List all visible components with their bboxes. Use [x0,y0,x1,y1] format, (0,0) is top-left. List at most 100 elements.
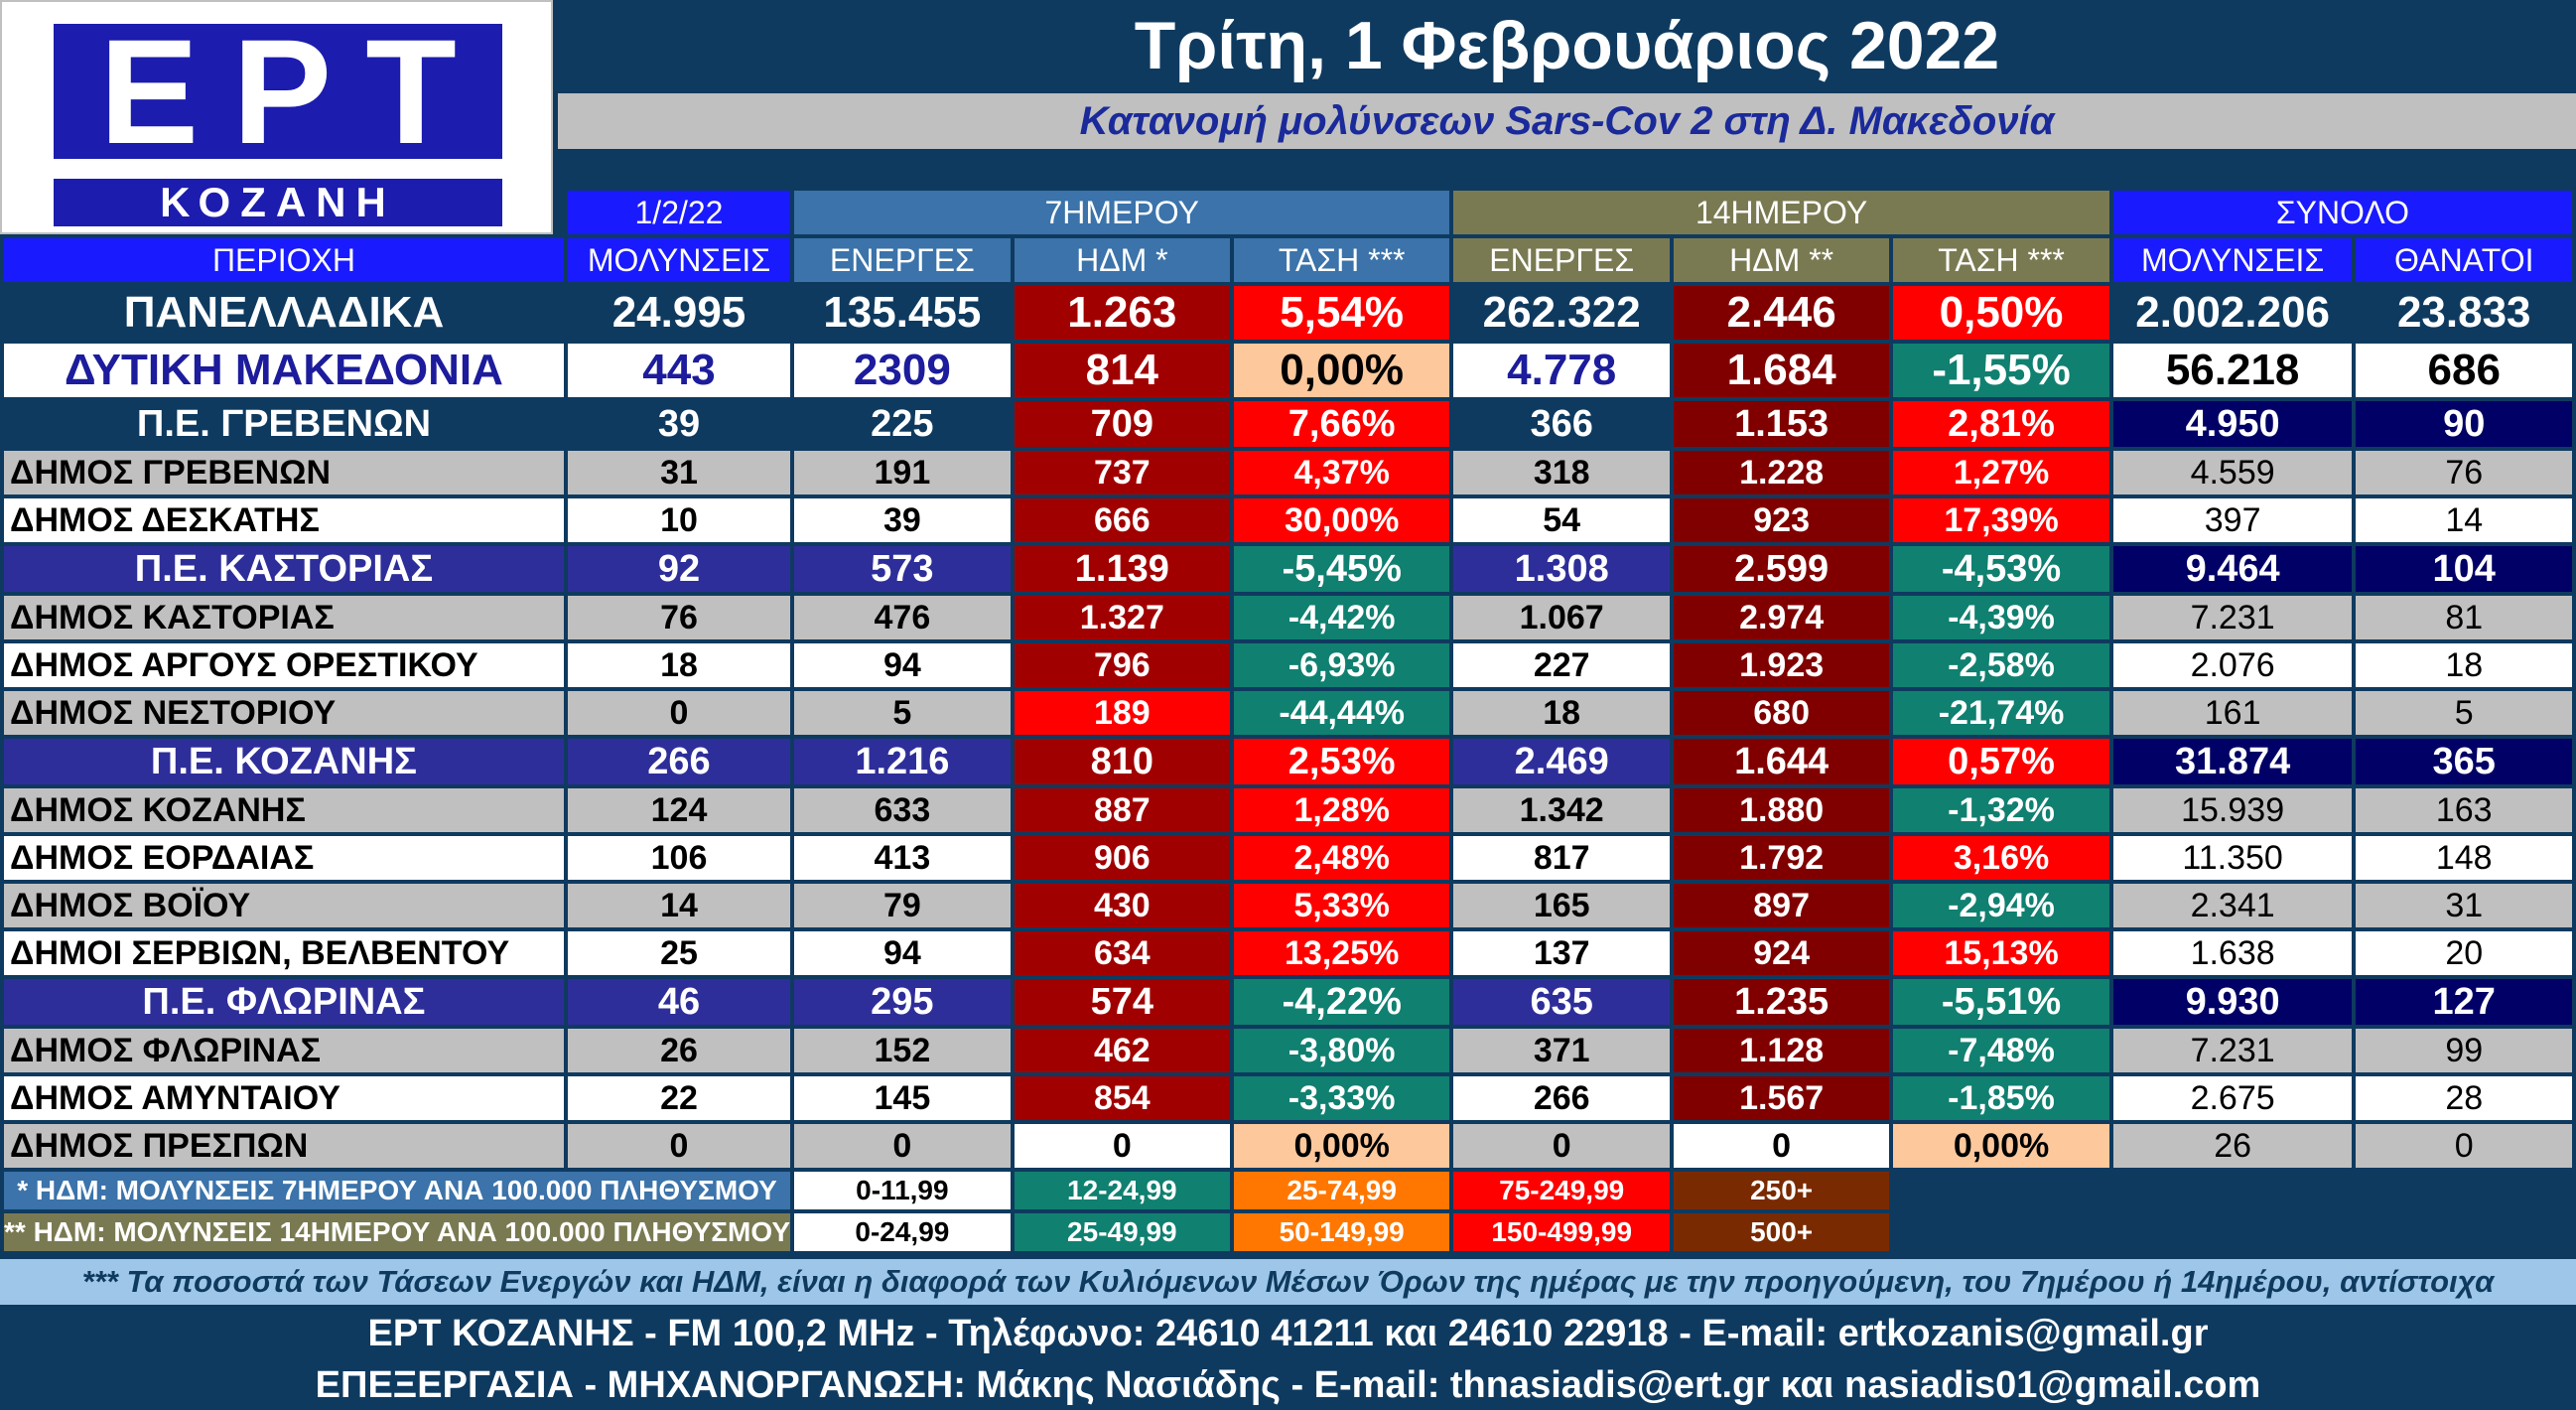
value-cell: 23.833 [2356,286,2572,340]
legend-range: 12-24,99 [1014,1172,1230,1209]
value-cell: 26 [567,1029,791,1072]
value-cell: 573 [794,546,1011,592]
value-cell: 0,00% [1233,344,1450,397]
region-name-cell: ΔΗΜΟΣ ΠΡΕΣΠΩΝ [4,1124,564,1168]
region-name-cell: ΔΗΜΟΣ ΑΜΥΝΤΑΙΟΥ [4,1076,564,1120]
value-cell: 18 [1453,691,1670,735]
value-cell: -3,33% [1233,1076,1450,1120]
value-cell: -1,32% [1893,788,2109,832]
table-row: ΔΗΜΟΣ ΓΡΕΒΕΝΩΝ 31 191 737 4,37% 318 1.228 1,27%… [4,451,2572,494]
value-cell: 680 [1673,691,1890,735]
value-cell: 2.974 [1673,596,1890,639]
value-cell: 365 [2356,739,2572,784]
table-row: ΔΥΤΙΚΗ ΜΑΚΕΔΟΝΙΑ 443 2309 814 0,00% 4.778 1.68… [4,344,2572,397]
value-cell: 1.644 [1673,739,1890,784]
value-cell: 56.218 [2112,344,2353,397]
value-cell: 2.599 [1673,546,1890,592]
value-cell: 1.792 [1673,836,1890,880]
region-name-cell: ΔΗΜΟΣ ΕΟΡΔΑΙΑΣ [4,836,564,880]
value-cell: 924 [1673,931,1890,975]
ert-kozani-logo: ΕΡΤ ΚΟΖΑΝΗ [0,0,553,234]
col-header: ΜΟΛΥΝΣΕΙΣ [2112,238,2353,282]
table-row: ΔΗΜΟΣ ΒΟΪΟΥ 14 79 430 5,33% 165 897 -2,94% 2.341… [4,884,2572,927]
value-cell: 462 [1014,1029,1230,1072]
value-cell: 39 [567,401,791,447]
value-cell: 11.350 [2112,836,2353,880]
value-cell: 1.228 [1673,451,1890,494]
header-group-7day: 7ΗΜΕΡΟΥ [794,191,1450,234]
value-cell: 9.464 [2112,546,2353,592]
value-cell: 635 [1453,979,1670,1025]
value-cell: 2.446 [1673,286,1890,340]
value-cell: 4.950 [2112,401,2353,447]
value-cell: 30,00% [1233,498,1450,542]
col-header: ΤΑΣΗ *** [1893,238,2109,282]
value-cell: 1,28% [1233,788,1450,832]
value-cell: 397 [2112,498,2353,542]
value-cell: 5 [2356,691,2572,735]
col-header: ΕΝΕΡΓΕΣ [794,238,1011,282]
value-cell: 76 [2356,451,2572,494]
value-cell: 161 [2112,691,2353,735]
value-cell: 295 [794,979,1011,1025]
value-cell: -5,45% [1233,546,1450,592]
value-cell: -2,94% [1893,884,2109,927]
value-cell: 0 [567,691,791,735]
region-name-cell: ΔΗΜΟΣ ΒΟΪΟΥ [4,884,564,927]
page-subtitle: Κατανομή μολύνσεων Sars-Cov 2 στη Δ. Μακ… [558,93,2576,149]
value-cell: 22 [567,1076,791,1120]
region-name-cell: Π.Ε. ΚΑΣΤΟΡΙΑΣ [4,546,564,592]
value-cell: 1.638 [2112,931,2353,975]
covid-table: 1/2/22 7ΗΜΕΡΟΥ 14ΗΜΕΡΟΥ ΣΥΝΟΛΟ ΠΕΡΙΟΧΗ Μ… [0,187,2576,1255]
value-cell: 227 [1453,643,1670,687]
value-cell: 666 [1014,498,1230,542]
value-cell: 26 [2112,1124,2353,1168]
region-name-cell: ΔΗΜΟΣ ΝΕΣΤΟΡΙΟΥ [4,691,564,735]
table-row: Π.Ε. ΚΑΣΤΟΡΙΑΣ 92 573 1.139 -5,45% 1.308 2.599… [4,546,2572,592]
value-cell: 145 [794,1076,1011,1120]
col-header: ΜΟΛΥΝΣΕΙΣ [567,238,791,282]
value-cell: 266 [1453,1076,1670,1120]
value-cell: 430 [1014,884,1230,927]
value-cell: 1.216 [794,739,1011,784]
table-row: Π.Ε. ΓΡΕΒΕΝΩΝ 39 225 709 7,66% 366 1.153 2,81% 4… [4,401,2572,447]
value-cell: 18 [2356,643,2572,687]
table-row: Π.Ε. ΚΟΖΑΝΗΣ 266 1.216 810 2,53% 2.469 1.644 0,… [4,739,2572,784]
col-header: ΗΔΜ * [1014,238,1230,282]
value-cell: 4,37% [1233,451,1450,494]
logo-ept-text: ΕΡΤ [54,17,502,166]
header-group-row: 1/2/22 7ΗΜΕΡΟΥ 14ΗΜΕΡΟΥ ΣΥΝΟΛΟ [4,191,2572,234]
value-cell: 18 [567,643,791,687]
legend-range: 150-499,99 [1453,1213,1670,1251]
value-cell: 0 [2356,1124,2572,1168]
value-cell: -5,51% [1893,979,2109,1025]
value-cell: 709 [1014,401,1230,447]
value-cell: 46 [567,979,791,1025]
value-cell: 2.469 [1453,739,1670,784]
value-cell: 686 [2356,344,2572,397]
value-cell: 574 [1014,979,1230,1025]
value-cell: 2.675 [2112,1076,2353,1120]
value-cell: 0 [567,1124,791,1168]
value-cell: 13,25% [1233,931,1450,975]
footer-contact: ΕΡΤ ΚΟΖΑΝΗΣ - FM 100,2 MHz - Τηλέφωνο: 2… [367,1313,2209,1354]
value-cell: 318 [1453,451,1670,494]
value-cell: 15.939 [2112,788,2353,832]
value-cell: 1.308 [1453,546,1670,592]
col-header: ΕΝΕΡΓΕΣ [1453,238,1670,282]
value-cell: -1,85% [1893,1076,2109,1120]
value-cell: -6,93% [1233,643,1450,687]
header-date: 1/2/22 [567,191,791,234]
value-cell: 148 [2356,836,2572,880]
table-row: Π.Ε. ΦΛΩΡΙΝΑΣ 46 295 574 -4,22% 635 1.235 -5,51… [4,979,2572,1025]
value-cell: 5 [794,691,1011,735]
value-cell: 14 [2356,498,2572,542]
value-cell: 266 [567,739,791,784]
table-row: ΔΗΜΟΣ ΚΟΖΑΝΗΣ 124 633 887 1,28% 1.342 1.880 -1,… [4,788,2572,832]
value-cell: 476 [794,596,1011,639]
value-cell: 1.880 [1673,788,1890,832]
legend-7day-label: * ΗΔΜ: ΜΟΛΥΝΣΕΙΣ 7ΗΜΕΡΟΥ ΑΝΑ 100.000 ΠΛΗ… [4,1172,791,1209]
legend-range: 500+ [1673,1213,1890,1251]
header-group-14day: 14ΗΜΕΡΟΥ [1453,191,2109,234]
value-cell: 165 [1453,884,1670,927]
